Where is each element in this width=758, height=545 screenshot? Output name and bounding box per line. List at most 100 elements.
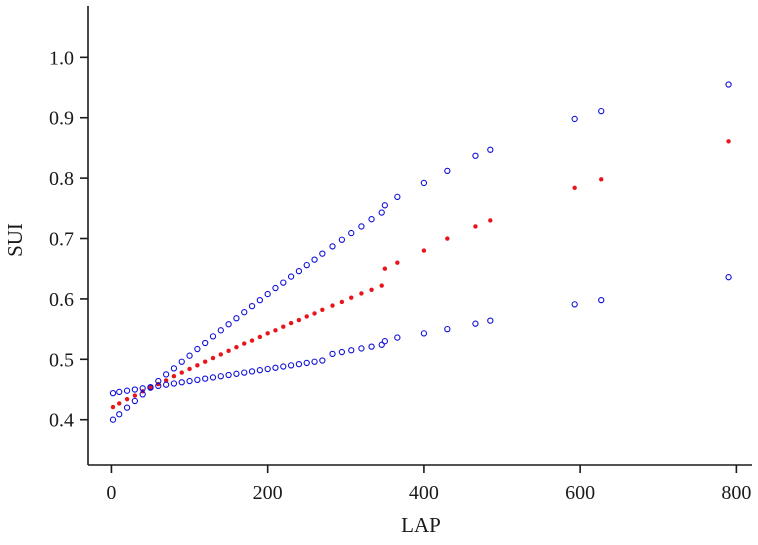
upper-ci-series: [109, 81, 732, 423]
lower-ci-point: [109, 389, 117, 397]
y-tick-label: 0.7: [49, 229, 74, 251]
fit-point: [572, 185, 577, 190]
fit-point: [599, 177, 604, 182]
fit-point: [234, 345, 239, 350]
fit-point: [395, 260, 400, 265]
lower-ci-point: [329, 350, 336, 358]
upper-ci-point: [311, 256, 318, 263]
upper-ci-point: [209, 333, 217, 340]
lower-ci-point: [319, 357, 326, 364]
fit-point: [257, 334, 263, 340]
lower-ci-point: [311, 358, 318, 365]
upper-ci-point: [280, 279, 287, 286]
fit-point: [265, 331, 270, 336]
fit-point: [349, 295, 354, 300]
upper-ci-point: [348, 229, 355, 237]
upper-ci-point: [123, 404, 131, 411]
y-axis-title: SUI: [3, 223, 27, 257]
upper-ci-point: [725, 81, 732, 88]
lower-ci-point: [241, 369, 248, 376]
y-tick-label: 0.6: [49, 289, 74, 311]
upper-ci-point: [329, 243, 336, 250]
upper-ci-point: [394, 193, 401, 200]
lower-ci-point: [444, 325, 451, 333]
fit-point: [163, 378, 169, 383]
lower-ci-point: [303, 359, 310, 367]
fit-point: [210, 355, 216, 361]
fit-point: [171, 374, 177, 379]
upper-ci-point: [420, 179, 428, 187]
upper-ci-point: [248, 303, 256, 310]
lower-ci-point: [280, 363, 287, 370]
fit-point: [110, 404, 116, 410]
lower-ci-point: [225, 371, 232, 379]
upper-ci-point: [131, 397, 139, 405]
lower-ci-point: [155, 382, 162, 390]
fit-point: [117, 401, 122, 406]
upper-ci-point: [170, 365, 178, 372]
lower-ci-point: [170, 380, 178, 387]
lower-ci-point: [348, 347, 355, 354]
lower-ci-point: [248, 368, 256, 375]
lower-ci-point: [116, 388, 123, 396]
x-tick-label: 0: [106, 482, 116, 504]
upper-ci-point: [295, 267, 303, 275]
lower-ci-point: [571, 301, 578, 308]
fit-point: [148, 385, 153, 390]
lower-ci-point: [725, 274, 732, 281]
fit-point: [132, 393, 138, 398]
x-tick-label: 400: [409, 482, 439, 504]
upper-ci-point: [368, 216, 375, 223]
y-tick-label: 0.4: [49, 410, 74, 432]
upper-ci-point: [338, 236, 346, 243]
fit-point: [124, 396, 130, 402]
fit-point: [330, 303, 335, 308]
x-tick-label: 600: [565, 482, 595, 504]
fit-point: [218, 352, 223, 357]
upper-ci-point: [444, 167, 451, 175]
lower-ci-point: [131, 386, 139, 393]
lower-ci-point: [338, 348, 346, 356]
lower-ci-point: [178, 379, 185, 386]
fit-point: [320, 307, 325, 312]
upper-ci-point: [139, 391, 146, 398]
fit-point: [382, 266, 388, 271]
y-tick-label: 0.8: [49, 168, 74, 190]
fit-point: [288, 320, 294, 326]
upper-ci-point: [162, 371, 170, 378]
x-axis-title: LAP: [401, 513, 441, 537]
upper-ci-point: [472, 152, 479, 159]
upper-ci-point: [217, 327, 224, 334]
upper-ci-point: [233, 315, 240, 322]
fit-point: [726, 139, 731, 144]
axis-ticks: 0 200 400 600 800 0.4 0.5 0.6 0.7 0.8 0.9 1.0: [49, 47, 751, 504]
upper-ci-point: [272, 284, 279, 292]
x-tick-label: 200: [253, 482, 283, 504]
lower-ci-point: [123, 387, 131, 394]
upper-ci-point: [194, 345, 201, 353]
fit-point: [312, 311, 317, 316]
lower-ci-point: [264, 365, 271, 373]
fit-point: [359, 291, 364, 296]
fit-point: [281, 324, 286, 329]
fit-point: [339, 299, 345, 305]
upper-ci-point: [287, 273, 295, 280]
upper-ci-point: [598, 107, 605, 115]
fit-point: [179, 370, 184, 375]
upper-ci-point: [202, 339, 209, 347]
upper-ci-point: [186, 352, 193, 359]
fit-point: [369, 287, 374, 293]
fit-point: [473, 224, 478, 229]
fit-point: [226, 348, 231, 354]
x-tick-label: 800: [721, 482, 751, 504]
upper-ci-point: [319, 250, 326, 257]
y-tick-label: 1.0: [49, 47, 74, 69]
axes: [87, 6, 752, 466]
upper-ci-point: [358, 223, 365, 230]
upper-ci-point: [571, 115, 578, 123]
lower-ci-point: [295, 360, 303, 368]
fit-point: [202, 359, 208, 364]
upper-ci-point: [487, 146, 494, 153]
upper-ci-point: [303, 261, 310, 269]
